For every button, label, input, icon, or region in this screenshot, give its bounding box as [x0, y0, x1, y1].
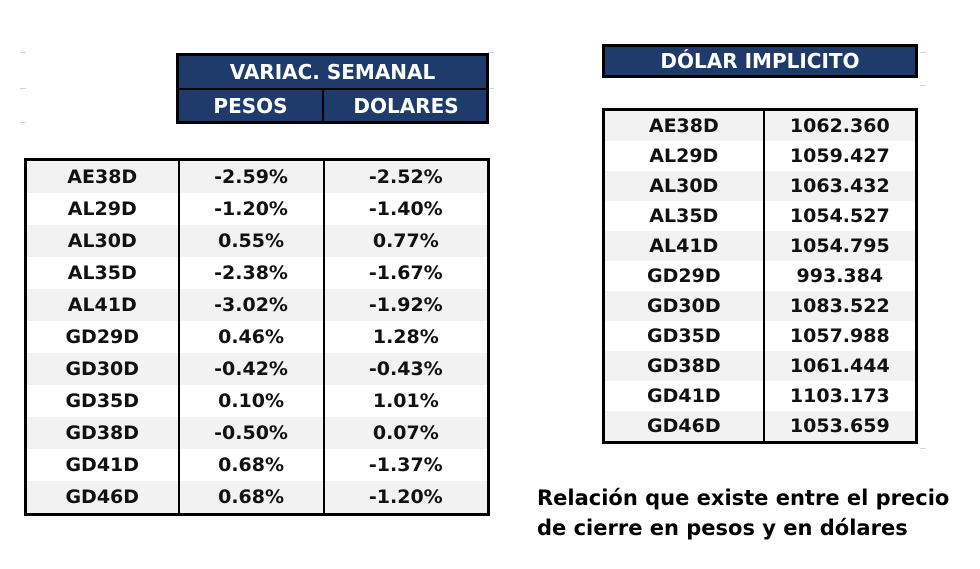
ticker-cell: AL35D [603, 201, 765, 231]
gridline-tick [20, 52, 26, 53]
table-row: GD35D 0.10% 1.01% [25, 385, 489, 417]
valor-cell: 1059.427 [763, 141, 917, 171]
table-row: GD41D 1103.173 [603, 381, 917, 411]
table-row: GD46D 1053.659 [603, 411, 917, 443]
ticker-cell: AL29D [25, 193, 180, 225]
dolares-cell: 0.07% [323, 417, 489, 449]
gridline-tick [920, 52, 926, 53]
valor-cell: 1063.432 [763, 171, 917, 201]
table-row: GD38D -0.50% 0.07% [25, 417, 489, 449]
caption-line-2: de cierre en pesos y en dólares [537, 516, 908, 540]
ticker-cell: AL41D [25, 289, 180, 321]
ticker-cell: GD41D [25, 449, 180, 481]
valor-cell: 1103.173 [763, 381, 917, 411]
dolares-cell: -0.43% [323, 353, 489, 385]
ticker-cell: GD46D [25, 481, 180, 515]
ticker-cell: GD46D [603, 411, 765, 443]
table-row: AL35D -2.38% -1.67% [25, 257, 489, 289]
valor-cell: 1083.522 [763, 291, 917, 321]
pesos-cell: 0.46% [178, 321, 325, 353]
valor-cell: 993.384 [763, 261, 917, 291]
pesos-cell: 0.10% [178, 385, 325, 417]
ticker-cell: AL30D [25, 225, 180, 257]
table-row: AL41D 1054.795 [603, 231, 917, 261]
table-row: AL29D 1059.427 [603, 141, 917, 171]
valor-cell: 1054.527 [763, 201, 917, 231]
pesos-cell: -1.20% [178, 193, 325, 225]
valor-cell: 1061.444 [763, 351, 917, 381]
column-header-dolares: DOLARES [326, 90, 486, 121]
variacion-title: VARIAC. SEMANAL [229, 60, 436, 84]
variacion-title-header: VARIAC. SEMANAL [176, 53, 489, 88]
dolares-cell: -1.40% [323, 193, 489, 225]
table-row: GD30D -0.42% -0.43% [25, 353, 489, 385]
ticker-cell: GD41D [603, 381, 765, 411]
gridline-tick [920, 85, 926, 86]
ticker-cell: AE38D [25, 159, 180, 193]
dolares-cell: 1.01% [323, 385, 489, 417]
table-row: GD29D 0.46% 1.28% [25, 321, 489, 353]
table-row: AE38D 1062.360 [603, 109, 917, 141]
pesos-cell: -2.38% [178, 257, 325, 289]
gridline-tick [488, 52, 494, 53]
ticker-cell: GD29D [603, 261, 765, 291]
ticker-cell: GD38D [25, 417, 180, 449]
table-row: AL29D -1.20% -1.40% [25, 193, 489, 225]
gridline-tick [20, 122, 26, 123]
ticker-cell: GD38D [603, 351, 765, 381]
column-header-dolares-label: DOLARES [353, 93, 459, 118]
table-row: GD29D 993.384 [603, 261, 917, 291]
ticker-cell: GD35D [25, 385, 180, 417]
ticker-cell: AL29D [603, 141, 765, 171]
valor-cell: 1057.988 [763, 321, 917, 351]
dolares-cell: 1.28% [323, 321, 489, 353]
table-row: AL41D -3.02% -1.92% [25, 289, 489, 321]
variacion-subheader: PESOS DOLARES [176, 88, 489, 124]
gridline-tick [20, 88, 26, 89]
pesos-cell: 0.68% [178, 449, 325, 481]
valor-cell: 1054.795 [763, 231, 917, 261]
gridline-tick [920, 448, 926, 449]
caption-line-1: Relación que existe entre el precio [537, 486, 950, 510]
ticker-cell: AE38D [603, 109, 765, 141]
ticker-cell: AL41D [603, 231, 765, 261]
pesos-cell: -0.50% [178, 417, 325, 449]
table-row: GD38D 1061.444 [603, 351, 917, 381]
table-row: AL30D 1063.432 [603, 171, 917, 201]
ticker-cell: AL35D [25, 257, 180, 289]
pesos-cell: -3.02% [178, 289, 325, 321]
dolar-implicito-header: DÓLAR IMPLICITO [602, 44, 918, 78]
table-row: GD46D 0.68% -1.20% [25, 481, 489, 515]
pesos-cell: -2.59% [178, 159, 325, 193]
dolar-implicito-table: AE38D 1062.360 AL29D 1059.427 AL30D 1063.432 A… [602, 108, 918, 444]
valor-cell: 1053.659 [763, 411, 917, 443]
variacion-semanal-table: AE38D -2.59% -2.52% AL29D -1.20% -1.40% AL30D 0… [24, 158, 490, 516]
caption: Relación que existe entre el precio de c… [537, 483, 977, 543]
valor-cell: 1062.360 [763, 109, 917, 141]
table-row: AE38D -2.59% -2.52% [25, 159, 489, 193]
pesos-cell: 0.55% [178, 225, 325, 257]
ticker-cell: AL30D [603, 171, 765, 201]
dolares-cell: 0.77% [323, 225, 489, 257]
dolar-implicito-title: DÓLAR IMPLICITO [660, 49, 860, 73]
table-row: GD30D 1083.522 [603, 291, 917, 321]
table-row: AL30D 0.55% 0.77% [25, 225, 489, 257]
table-row: AL35D 1054.527 [603, 201, 917, 231]
ticker-cell: GD30D [603, 291, 765, 321]
dolares-cell: -2.52% [323, 159, 489, 193]
dolares-cell: -1.20% [323, 481, 489, 515]
ticker-cell: GD29D [25, 321, 180, 353]
gridline-tick [488, 88, 494, 89]
pesos-cell: 0.68% [178, 481, 325, 515]
table-row: GD35D 1057.988 [603, 321, 917, 351]
dolares-cell: -1.67% [323, 257, 489, 289]
column-header-pesos-label: PESOS [213, 93, 288, 118]
ticker-cell: GD35D [603, 321, 765, 351]
pesos-cell: -0.42% [178, 353, 325, 385]
dolares-cell: -1.37% [323, 449, 489, 481]
ticker-cell: GD30D [25, 353, 180, 385]
table-row: GD41D 0.68% -1.37% [25, 449, 489, 481]
column-header-pesos: PESOS [179, 90, 324, 121]
dolares-cell: -1.92% [323, 289, 489, 321]
